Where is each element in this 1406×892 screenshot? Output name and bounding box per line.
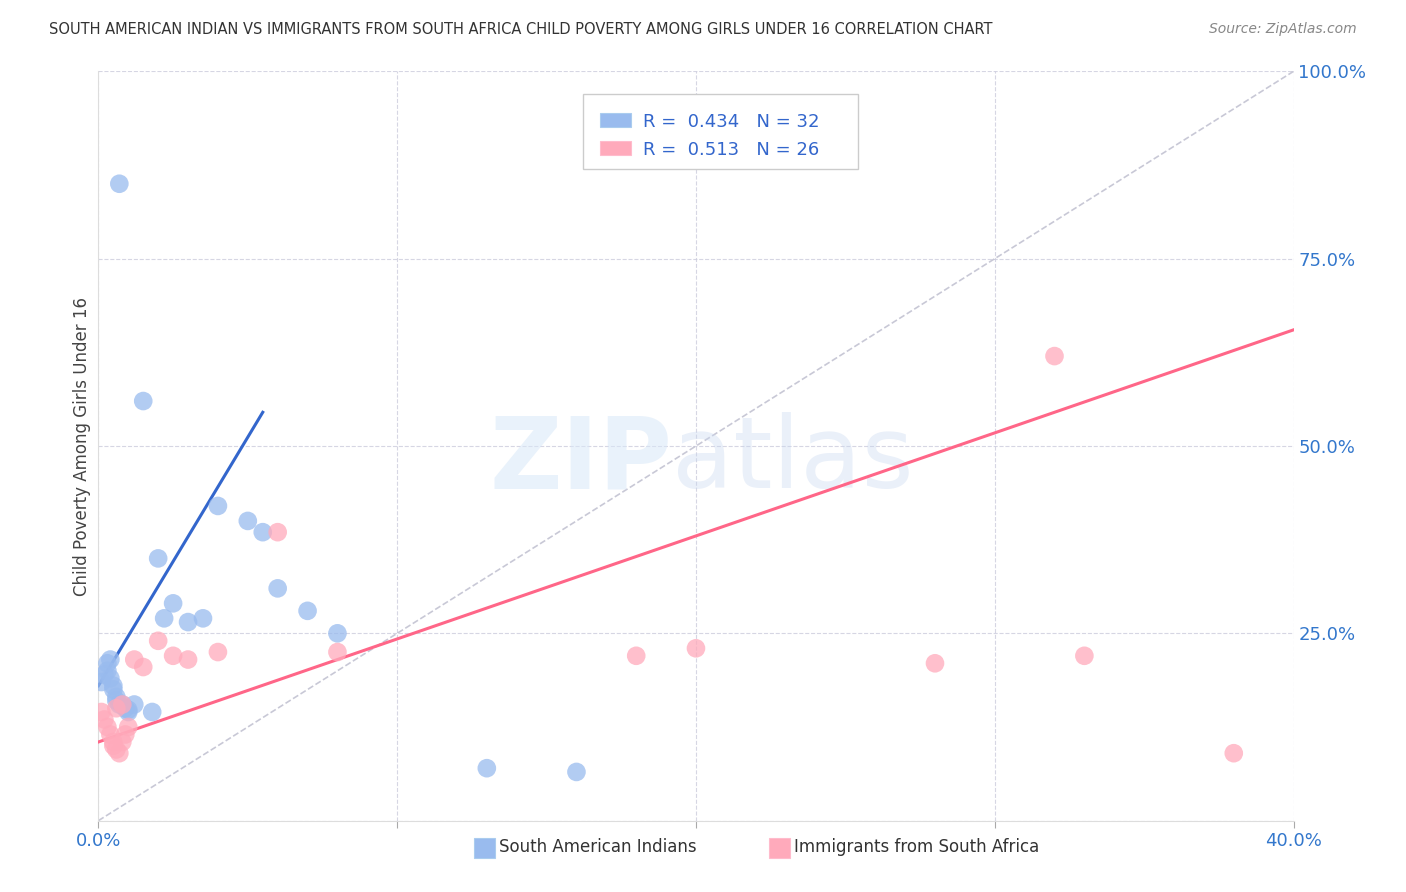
Point	[105, 694, 128, 708]
Point	[108, 698, 131, 712]
Point	[90, 705, 112, 719]
Text: SOUTH AMERICAN INDIAN VS IMMIGRANTS FROM SOUTH AFRICA CHILD POVERTY AMONG GIRLS : SOUTH AMERICAN INDIAN VS IMMIGRANTS FROM…	[49, 22, 993, 37]
Point	[108, 746, 131, 760]
Point	[103, 735, 125, 749]
Point	[326, 626, 349, 640]
Text: South American Indians: South American Indians	[499, 838, 697, 856]
Point	[114, 701, 136, 715]
Point	[132, 660, 155, 674]
Point	[111, 735, 134, 749]
Point	[96, 657, 118, 671]
Point	[252, 525, 274, 540]
Point	[475, 761, 498, 775]
Point	[626, 648, 648, 663]
Point	[103, 739, 125, 753]
Point	[132, 394, 155, 409]
Point	[1043, 349, 1066, 363]
Point	[1073, 648, 1095, 663]
Point	[124, 698, 146, 712]
Point	[93, 713, 115, 727]
Point	[148, 551, 170, 566]
Point	[105, 742, 128, 756]
Point	[177, 615, 200, 629]
Point	[124, 652, 146, 666]
Point	[96, 664, 118, 678]
Point	[1223, 746, 1246, 760]
Point	[162, 596, 184, 610]
Point	[177, 652, 200, 666]
Point	[326, 645, 349, 659]
Point	[153, 611, 176, 625]
Point	[236, 514, 259, 528]
Point	[191, 611, 214, 625]
Point	[93, 667, 115, 681]
Point	[108, 177, 131, 191]
Point	[96, 720, 118, 734]
Point	[105, 701, 128, 715]
Point	[924, 657, 946, 671]
Text: ZIP: ZIP	[489, 412, 672, 509]
Point	[207, 499, 229, 513]
Point	[98, 671, 122, 685]
Y-axis label: Child Poverty Among Girls Under 16: Child Poverty Among Girls Under 16	[73, 296, 91, 596]
Point	[267, 525, 290, 540]
Text: Source: ZipAtlas.com: Source: ZipAtlas.com	[1209, 22, 1357, 37]
Text: Immigrants from South Africa: Immigrants from South Africa	[794, 838, 1039, 856]
Point	[297, 604, 319, 618]
Point	[565, 764, 588, 779]
Point	[90, 675, 112, 690]
Text: R =  0.434   N = 32: R = 0.434 N = 32	[643, 113, 820, 131]
Point	[111, 698, 134, 712]
Text: R =  0.513   N = 26: R = 0.513 N = 26	[643, 141, 818, 159]
Point	[148, 633, 170, 648]
Point	[685, 641, 707, 656]
Point	[114, 727, 136, 741]
Point	[267, 582, 290, 596]
Point	[105, 690, 128, 704]
Point	[111, 698, 134, 712]
Point	[103, 679, 125, 693]
Point	[117, 705, 139, 719]
Point	[207, 645, 229, 659]
Point	[117, 703, 139, 717]
Point	[117, 720, 139, 734]
Text: atlas: atlas	[672, 412, 914, 509]
Point	[98, 727, 122, 741]
Point	[103, 682, 125, 697]
Point	[98, 652, 122, 666]
Point	[162, 648, 184, 663]
Point	[141, 705, 163, 719]
